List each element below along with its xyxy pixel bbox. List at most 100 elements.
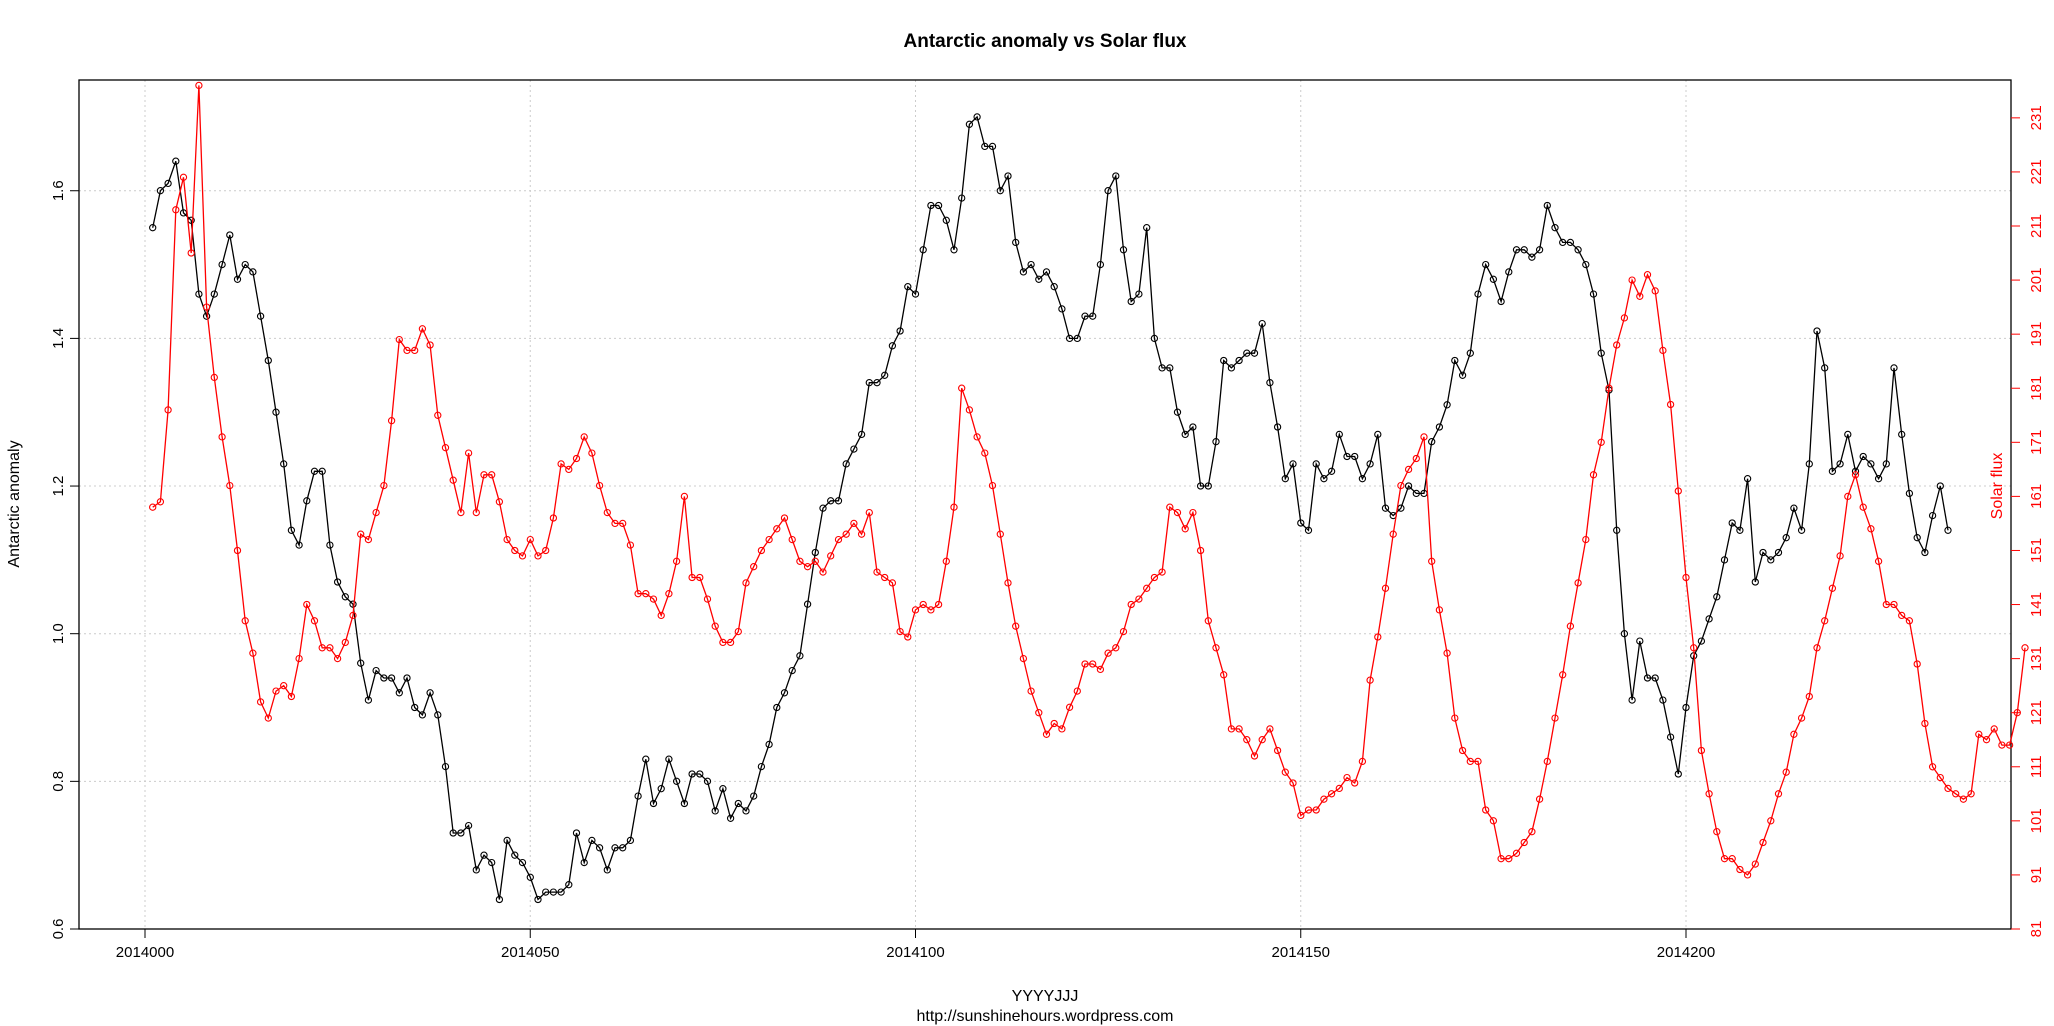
data-point (1143, 224, 1151, 232)
data-point (1366, 676, 1374, 684)
data-point (503, 535, 511, 544)
data-point (1728, 519, 1736, 527)
data-point (534, 895, 542, 904)
data-point (1343, 452, 1351, 461)
data-point (1790, 504, 1798, 512)
data-point (349, 611, 357, 620)
data-point (958, 384, 966, 392)
data-point (1150, 573, 1159, 582)
data-point (634, 792, 642, 800)
data-point (1258, 736, 1266, 744)
data-point (1613, 526, 1621, 534)
data-point (1158, 364, 1166, 372)
data-point (1374, 430, 1382, 439)
data-point (634, 590, 642, 598)
data-point (773, 703, 781, 712)
data-point (857, 530, 866, 538)
data-point (264, 356, 272, 365)
data-point (518, 858, 527, 867)
data-point (904, 633, 912, 641)
data-point (210, 373, 218, 382)
data-point (911, 290, 920, 298)
data-point (1412, 454, 1420, 463)
data-point (942, 216, 950, 224)
data-point (803, 563, 812, 571)
data-point (333, 578, 342, 586)
data-point (1420, 433, 1428, 441)
data-point (988, 481, 997, 490)
data-point (1551, 714, 1559, 722)
data-point (318, 467, 326, 475)
data-point (1312, 806, 1320, 814)
data-point (973, 433, 981, 441)
data-point (1273, 423, 1282, 431)
data-point (919, 246, 927, 254)
data-point (1597, 349, 1605, 357)
data-point (172, 157, 180, 165)
data-point (1936, 482, 1944, 490)
data-point (1297, 519, 1305, 527)
series-antarctic-anomaly (149, 113, 1952, 904)
y2-axis-label: Solar flux (1989, 453, 2006, 520)
data-point (280, 460, 288, 468)
data-point (1443, 401, 1451, 409)
data-point (1928, 763, 1937, 771)
data-point (1327, 467, 1336, 475)
data-point (1004, 172, 1012, 180)
data-point (472, 866, 480, 874)
data-point (1381, 504, 1390, 512)
data-point (750, 792, 758, 800)
data-point (1674, 487, 1682, 495)
data-point (1189, 423, 1197, 431)
data-point (542, 546, 550, 555)
data-point (295, 541, 303, 549)
data-point (1505, 855, 1513, 863)
data-point (688, 573, 696, 582)
data-point (703, 777, 712, 785)
data-point (372, 508, 380, 517)
data-point (942, 557, 950, 565)
data-point (411, 346, 419, 355)
data-point (179, 173, 188, 181)
x-tick-label: 2014000 (116, 944, 174, 961)
data-point (734, 627, 742, 636)
data-point (796, 652, 804, 660)
data-point (387, 674, 396, 682)
data-point (534, 552, 542, 560)
data-point (1528, 253, 1536, 261)
data-point (1813, 644, 1821, 652)
data-point (2013, 709, 2021, 717)
data-point (1666, 733, 1675, 741)
data-point (934, 600, 943, 609)
data-point (511, 546, 519, 555)
data-point (1543, 757, 1551, 766)
x-axis-label: YYYYJJJ (1012, 988, 1079, 1005)
data-point (1566, 238, 1575, 247)
data-point (1212, 438, 1220, 446)
data-point (1412, 489, 1420, 498)
chart-title: Antarctic anomaly vs Solar flux (904, 31, 1187, 52)
data-point (1065, 703, 1074, 711)
data-point (1636, 637, 1644, 645)
y2-tick-label: 141 (2028, 592, 2045, 617)
data-point (896, 327, 904, 335)
data-point (1797, 526, 1806, 534)
credit-text: http://sunshinehours.wordpress.com (916, 1008, 1173, 1025)
data-point (1266, 379, 1274, 387)
data-point (526, 535, 534, 544)
series-group (149, 81, 2029, 904)
data-point (819, 504, 827, 512)
data-point (1104, 187, 1112, 195)
data-point (1874, 475, 1883, 483)
data-point (1089, 660, 1097, 668)
data-point (1435, 606, 1444, 614)
data-point (164, 406, 172, 414)
data-point (626, 836, 635, 845)
data-point (1042, 730, 1051, 738)
data-point (649, 595, 658, 603)
data-point (457, 508, 465, 517)
data-point (1620, 630, 1629, 638)
data-point (1351, 779, 1359, 787)
data-point (1967, 790, 1975, 798)
data-point (1397, 481, 1405, 490)
